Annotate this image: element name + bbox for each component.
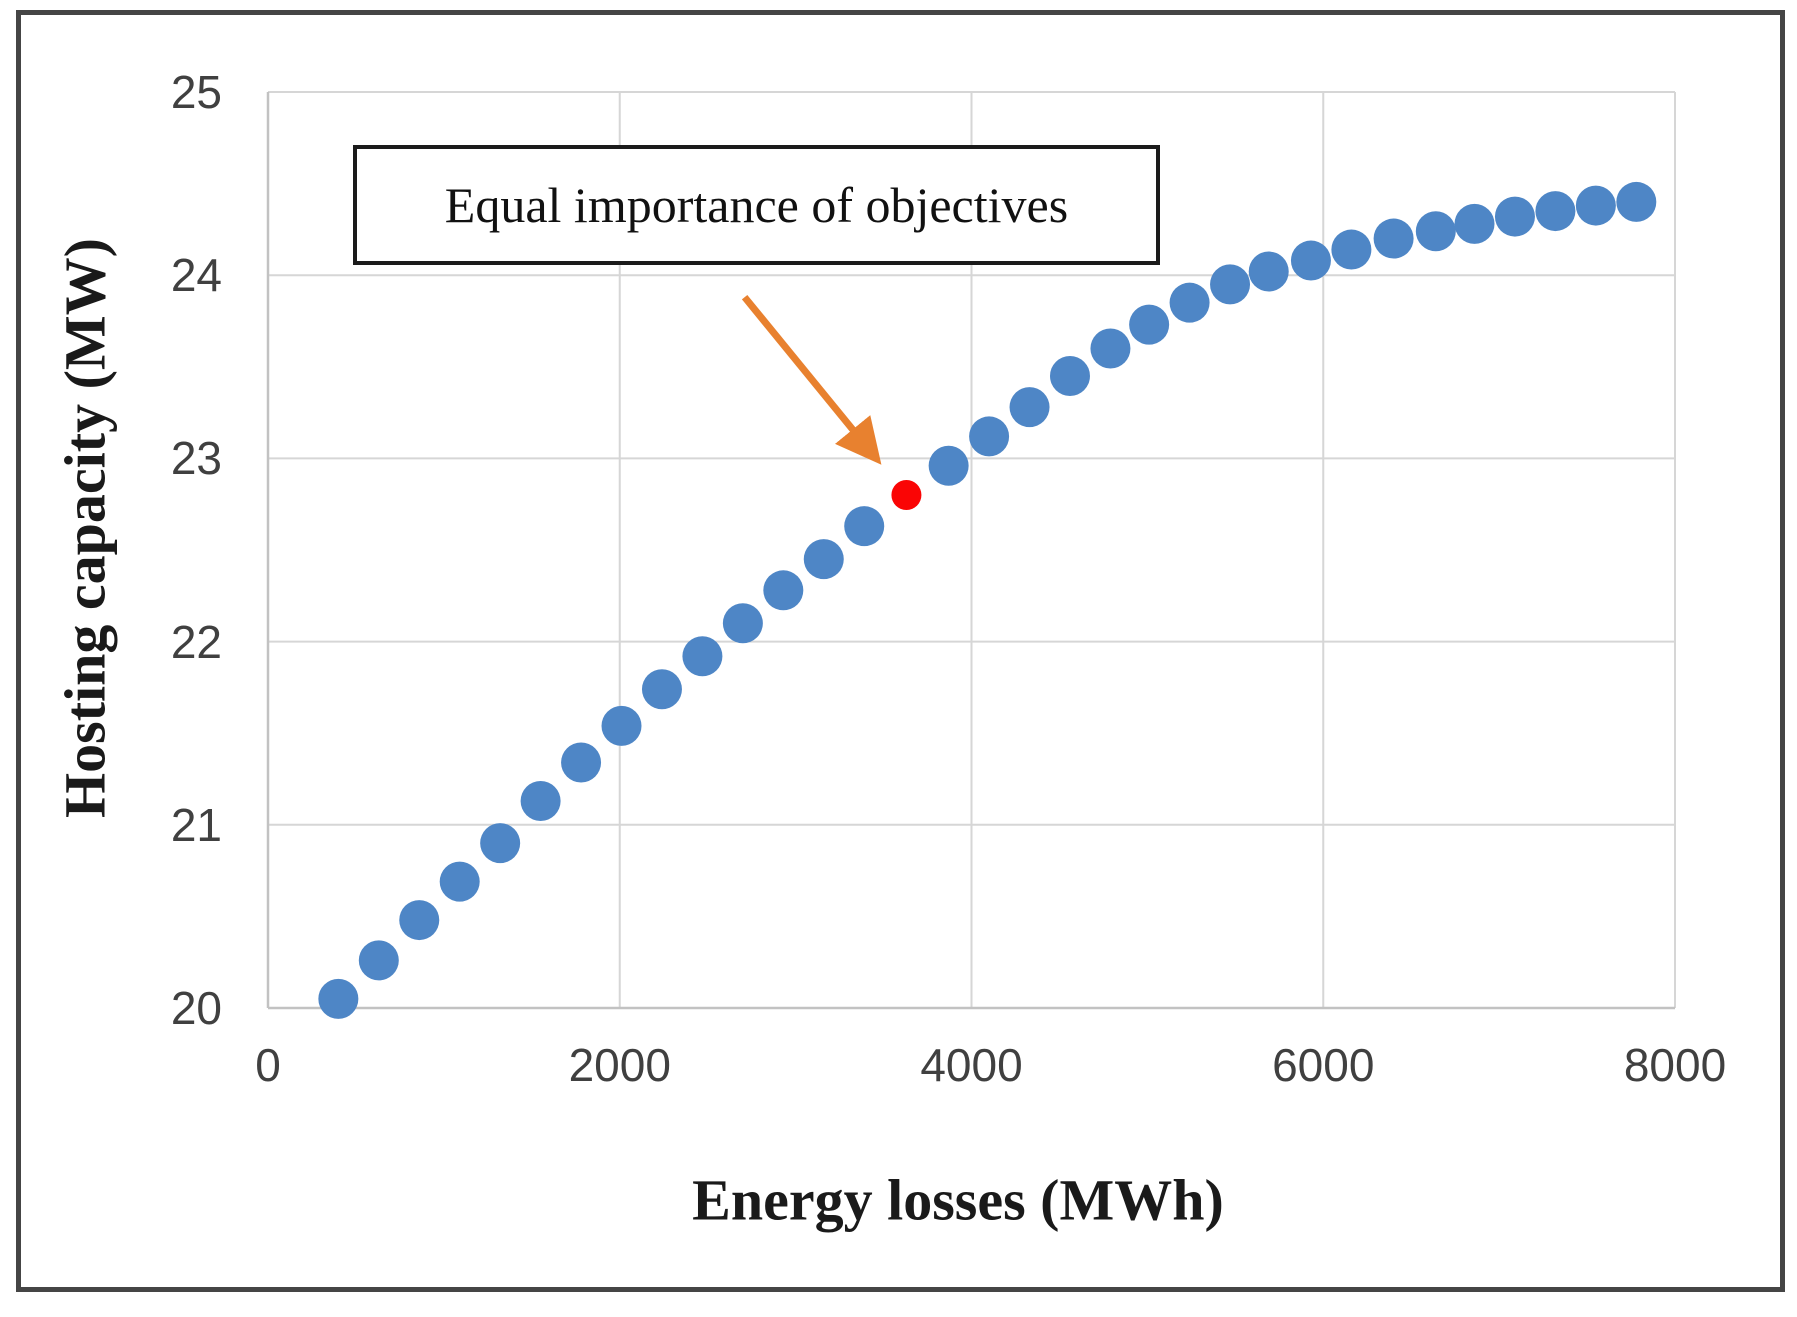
x-tick-label: 8000	[1623, 1039, 1727, 1091]
highlight-point	[891, 480, 922, 511]
figure-border	[16, 10, 1785, 1292]
y-tick-label: 21	[170, 798, 222, 851]
data-point	[763, 570, 804, 611]
data-point	[641, 669, 682, 710]
data-point	[1373, 218, 1414, 259]
y-tick-label: 24	[170, 249, 222, 302]
y-tick-label: 22	[170, 615, 222, 668]
x-axis-title: Energy losses (MWh)	[692, 1167, 1224, 1233]
data-point	[480, 823, 521, 864]
data-point	[1129, 304, 1170, 345]
data-point	[928, 445, 969, 486]
y-tick-label: 25	[170, 66, 222, 118]
data-point	[1090, 328, 1131, 369]
data-point	[1210, 264, 1251, 305]
data-point	[1049, 355, 1090, 396]
data-point	[1169, 282, 1210, 323]
data-point	[969, 416, 1010, 457]
data-point	[318, 978, 359, 1019]
x-tick-label: 0	[255, 1039, 281, 1091]
data-point	[1248, 251, 1289, 292]
data-point	[1415, 211, 1456, 252]
data-point	[844, 506, 885, 547]
x-tick-label: 4000	[920, 1039, 1023, 1091]
annotation-label: Equal importance of objectives	[444, 177, 1069, 233]
data-point	[1535, 191, 1576, 232]
data-point	[358, 940, 399, 981]
y-tick-label: 20	[170, 982, 222, 1034]
data-point	[1494, 196, 1535, 237]
data-point	[1331, 229, 1372, 270]
data-point	[1575, 185, 1616, 226]
data-point	[803, 539, 844, 580]
data-point	[1616, 181, 1657, 222]
data-point	[601, 705, 642, 746]
data-point	[1290, 240, 1331, 281]
y-tick-label: 23	[170, 432, 222, 485]
data-point	[520, 780, 561, 821]
data-point	[1009, 387, 1050, 428]
x-tick-label: 2000	[568, 1039, 671, 1091]
x-tick-label: 6000	[1272, 1039, 1375, 1091]
y-axis-title: Hosting capacity (MW)	[52, 238, 118, 818]
data-point	[1454, 203, 1495, 244]
data-point	[399, 900, 440, 941]
data-point	[561, 742, 602, 783]
data-point	[439, 861, 480, 902]
annotation-arrow	[741, 294, 882, 465]
annotation-box: Equal importance of objectives	[353, 145, 1160, 265]
data-point	[682, 636, 723, 677]
data-point	[722, 603, 763, 644]
